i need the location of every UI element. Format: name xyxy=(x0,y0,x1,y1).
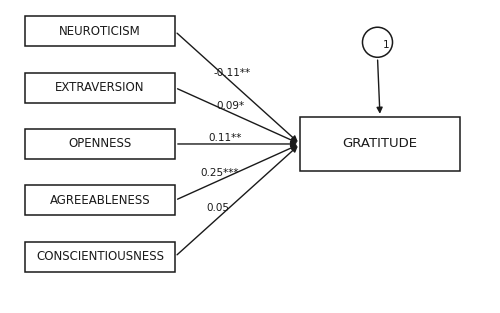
Text: -0.11**: -0.11** xyxy=(214,68,251,78)
Text: NEUROTICISM: NEUROTICISM xyxy=(59,25,141,38)
Text: 0.09*: 0.09* xyxy=(216,100,244,110)
Text: 0.11**: 0.11** xyxy=(208,133,242,143)
Text: AGREEABLENESS: AGREEABLENESS xyxy=(50,194,150,207)
Text: 0.05: 0.05 xyxy=(206,203,229,213)
Text: EXTRAVERSION: EXTRAVERSION xyxy=(55,81,145,94)
Bar xyxy=(25,129,175,159)
Text: CONSCIENTIOUSNESS: CONSCIENTIOUSNESS xyxy=(36,250,164,263)
Text: 1: 1 xyxy=(383,39,390,49)
Bar xyxy=(25,16,175,46)
Ellipse shape xyxy=(362,27,392,57)
Text: GRATITUDE: GRATITUDE xyxy=(342,137,417,151)
Text: OPENNESS: OPENNESS xyxy=(68,137,132,151)
Bar xyxy=(25,185,175,215)
Bar xyxy=(25,73,175,103)
Bar xyxy=(25,242,175,271)
Text: 0.25***: 0.25*** xyxy=(200,168,239,178)
Bar xyxy=(300,117,460,172)
